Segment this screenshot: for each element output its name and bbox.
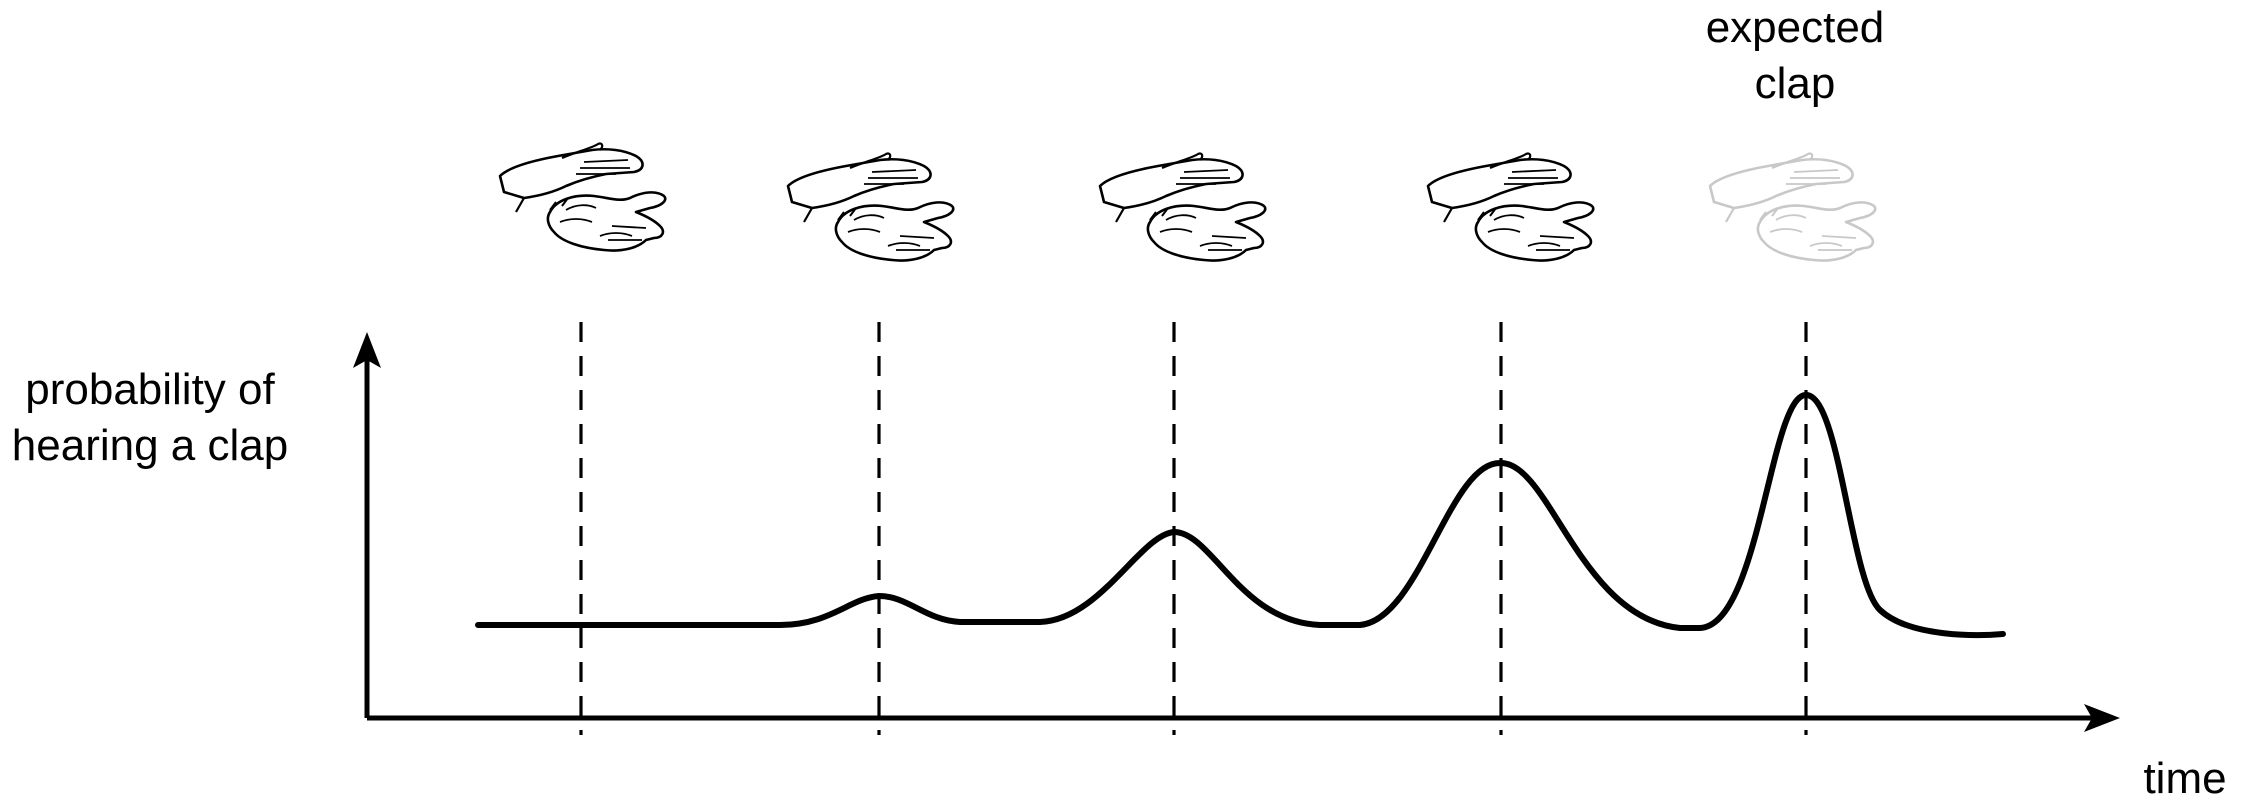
clap-1-hands-icon (498, 142, 667, 252)
expected-clap-label: expected clap (1680, 0, 1910, 112)
x-axis-label: time (2143, 754, 2227, 803)
x-axis-arrowhead (2084, 704, 2120, 732)
expected-clap-hands-icon (1708, 152, 1877, 262)
y-axis-arrowhead (353, 332, 381, 368)
probability-curve (475, 392, 2006, 639)
clap-4-hands-icon (1426, 152, 1595, 262)
y-axis-label-line-1: probability of (25, 365, 275, 414)
expected-clap-label-line-1: expected (1705, 3, 1885, 52)
clap-2-hands-icon (786, 152, 955, 262)
expected-clap-label-line-2: clap (1754, 59, 1836, 108)
y-axis-label-line-2: hearing a clap (11, 421, 289, 470)
clap-3-hands-icon (1098, 152, 1267, 262)
y-axis-label: probability of hearing a clap (0, 362, 300, 474)
